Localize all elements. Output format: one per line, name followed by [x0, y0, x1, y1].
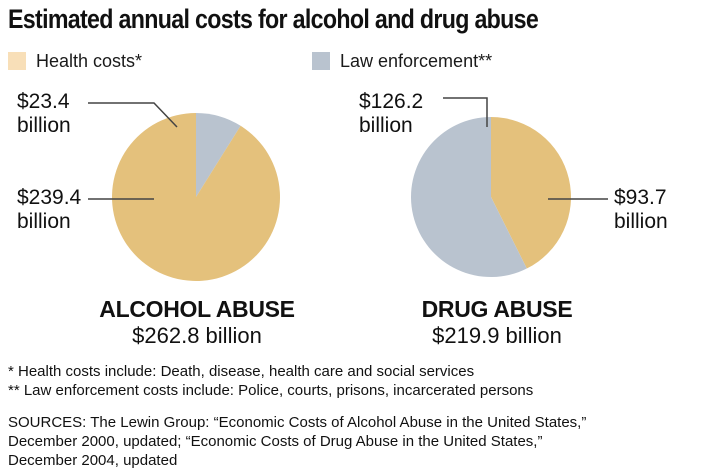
callout-unit: billion [17, 210, 71, 233]
callout-unit: billion [17, 114, 71, 137]
pie-total-drug: $219.9 billion [432, 323, 562, 348]
source-line-2: December 2000, updated; “Economic Costs … [8, 433, 543, 450]
callout-alcohol-health: $239.4 billion [17, 186, 81, 234]
callout-value: $93.7 [614, 186, 667, 209]
callout-alcohol-law: $23.4 billion [17, 90, 71, 138]
footnote-health: * Health costs include: Death, disease, … [8, 363, 475, 380]
callout-value: $23.4 [17, 90, 70, 113]
callout-unit: billion [614, 210, 668, 233]
callout-drug-law: $126.2 billion [359, 90, 423, 138]
source-line-3: December 2004, updated [8, 452, 178, 469]
pie-total-alcohol: $262.8 billion [132, 323, 262, 348]
callout-unit: billion [359, 114, 413, 137]
pie-slice-alcohol-health [112, 113, 280, 282]
source-line-1: SOURCES: The Lewin Group: “Economic Cost… [8, 414, 587, 431]
legend-item-health: Health costs* [8, 50, 142, 72]
legend-item-law: Law enforcement** [312, 50, 492, 72]
footnote-law: ** Law enforcement costs include: Police… [8, 382, 534, 399]
chart-title: Estimated annual costs for alcohol and d… [8, 4, 539, 34]
leader-drug-law [443, 97, 488, 127]
leader-alcohol-law [88, 102, 178, 128]
callout-value: $239.4 [17, 186, 82, 209]
callout-drug-health: $93.7 billion [614, 186, 668, 234]
pie-name-alcohol: ALCOHOL ABUSE [99, 296, 295, 322]
legend-label-law: Law enforcement** [340, 50, 493, 71]
legend-swatch-law [312, 52, 330, 70]
pie-slice-alcohol-law [196, 113, 241, 197]
pie-slice-drug-health [491, 117, 571, 269]
pie-slice-drug-law [410, 117, 527, 277]
pie-name-drug: DRUG ABUSE [421, 296, 573, 322]
legend-swatch-health [8, 52, 26, 70]
legend-label-health: Health costs* [36, 50, 143, 71]
callout-value: $126.2 [359, 90, 424, 113]
